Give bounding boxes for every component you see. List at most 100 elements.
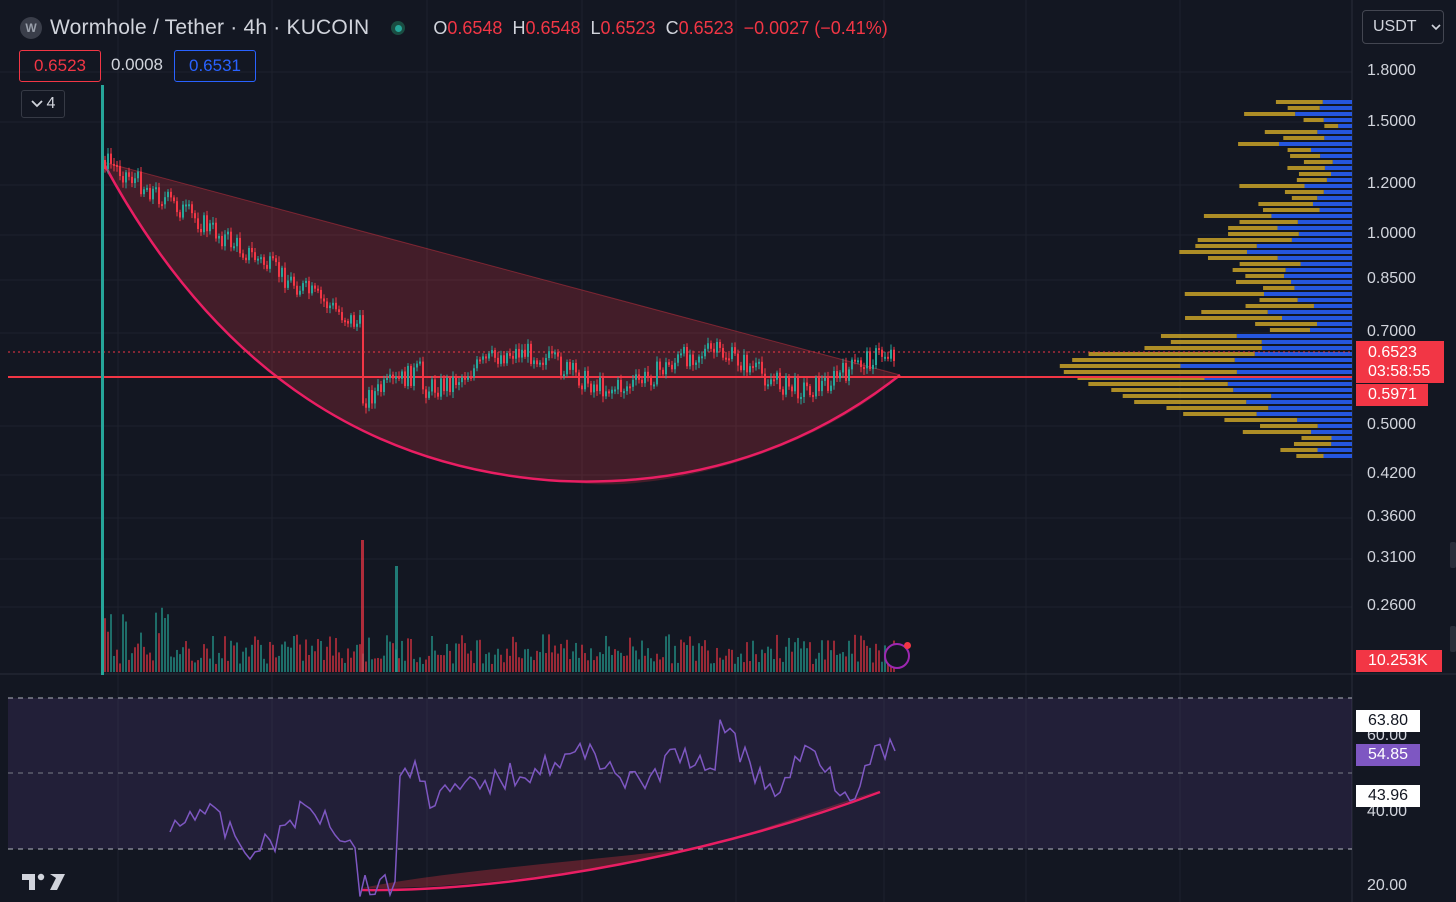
volume-bar — [182, 647, 184, 672]
volume-bar — [806, 648, 808, 672]
volume-bar — [242, 651, 244, 672]
vp-bar-up — [1234, 358, 1352, 362]
volume-bar — [338, 652, 340, 672]
candle-body — [311, 285, 313, 294]
price-tick: 0.8500 — [1367, 270, 1416, 287]
vp-bar-down — [1258, 202, 1313, 206]
rsi-lower-band-label: 43.96 — [1356, 785, 1420, 807]
vp-bar-down — [1239, 262, 1301, 266]
volume-bar — [788, 637, 790, 672]
candle-body — [221, 235, 223, 247]
indicators-collapse-button[interactable]: 4 — [21, 90, 65, 118]
volume-bar — [518, 657, 520, 672]
vp-bar-down — [1201, 310, 1268, 314]
symbol-logo[interactable]: W — [20, 17, 42, 39]
candle-body — [137, 171, 139, 179]
vp-bar-down — [1263, 286, 1295, 290]
candle-body — [230, 231, 232, 248]
volume-bar — [608, 646, 610, 672]
volume-bar — [767, 646, 769, 672]
vp-bar-down — [1088, 352, 1255, 356]
candle-body — [149, 187, 151, 200]
volume-bar — [410, 638, 412, 672]
volume-bar — [374, 658, 376, 672]
vp-bar-up — [1332, 160, 1352, 164]
volume-label: 10.253K — [1356, 650, 1442, 672]
rsi-upper-band-label: 63.80 — [1356, 710, 1420, 732]
candle-body — [389, 374, 391, 378]
scrollbar-handle[interactable] — [1450, 626, 1456, 652]
volume-bar — [707, 650, 709, 672]
volume-bar — [257, 639, 259, 672]
candle-body — [776, 372, 778, 380]
candle-body — [872, 364, 874, 370]
candle-body — [416, 363, 418, 368]
vp-bar-up — [1291, 238, 1352, 242]
candle-body — [494, 350, 496, 358]
candle-body — [464, 377, 466, 380]
candle-body — [707, 343, 709, 349]
candle-body — [488, 353, 490, 359]
volume-bar — [269, 641, 271, 672]
sell-price-button[interactable]: 0.6523 — [19, 50, 101, 82]
vp-bar-down — [1269, 328, 1311, 332]
spread-value: 0.0008 — [111, 55, 163, 74]
volume-bar — [329, 636, 331, 672]
chevron-down-icon — [30, 100, 43, 108]
vp-bar-up — [1338, 124, 1352, 128]
vp-bar-down — [1224, 418, 1298, 422]
volume-bar — [830, 650, 832, 672]
vp-bar-up — [1319, 208, 1352, 212]
volume-bar — [509, 655, 511, 672]
candle-body — [860, 360, 862, 368]
candle-body — [779, 372, 781, 390]
vp-bar-down — [1264, 130, 1318, 134]
candle-body — [413, 367, 415, 386]
volume-bar — [452, 663, 454, 672]
candle-body — [455, 376, 457, 386]
symbol-title[interactable]: Wormhole / Tether · 4h · KUCOIN — [50, 16, 370, 39]
volume-bar — [833, 640, 835, 672]
volume-bar — [455, 643, 457, 672]
vp-bar-down — [1203, 214, 1272, 218]
candle-body — [515, 348, 517, 359]
candle-body — [731, 347, 733, 360]
rsi-line — [169, 719, 896, 898]
candle-body — [590, 383, 592, 393]
bar-countdown: 03:58:55 — [1368, 363, 1431, 380]
candle-body — [155, 187, 157, 190]
currency-dropdown[interactable]: USDT — [1362, 10, 1444, 44]
candle-body — [485, 356, 487, 359]
ohlc-values: O0.6548 H0.6548 L0.6523 C0.6523 −0.0027 … — [433, 18, 887, 39]
scrollbar-handle[interactable] — [1450, 542, 1456, 568]
volume-bar — [863, 640, 865, 672]
volume-bar — [446, 643, 448, 672]
volume-bar — [758, 662, 760, 672]
volume-bar — [524, 649, 526, 672]
volume-bar — [641, 640, 643, 672]
volume-bar — [104, 618, 106, 672]
vp-bar-up — [1277, 256, 1352, 260]
volume-bar — [872, 662, 874, 672]
vp-bar-up — [1310, 328, 1352, 332]
candle-body — [239, 237, 241, 254]
candle-body — [443, 378, 445, 392]
ohlc-key: C — [665, 17, 679, 38]
candle-body — [128, 172, 130, 177]
candle-body — [524, 349, 526, 357]
volume-bar — [587, 660, 589, 672]
volume-bar — [122, 614, 124, 672]
tradingview-logo[interactable] — [22, 870, 66, 892]
buy-price-button[interactable]: 0.6531 — [174, 50, 256, 82]
volume-bar — [314, 651, 316, 672]
volume-bar — [476, 640, 478, 672]
candle-body — [866, 351, 868, 369]
bolt-icon[interactable] — [884, 642, 911, 669]
candle-body — [203, 215, 205, 233]
vp-bar-down — [1059, 364, 1181, 368]
candle-body — [503, 355, 505, 364]
volume-bar — [209, 658, 211, 672]
candle-body — [392, 374, 394, 379]
volume-bar — [272, 644, 274, 672]
